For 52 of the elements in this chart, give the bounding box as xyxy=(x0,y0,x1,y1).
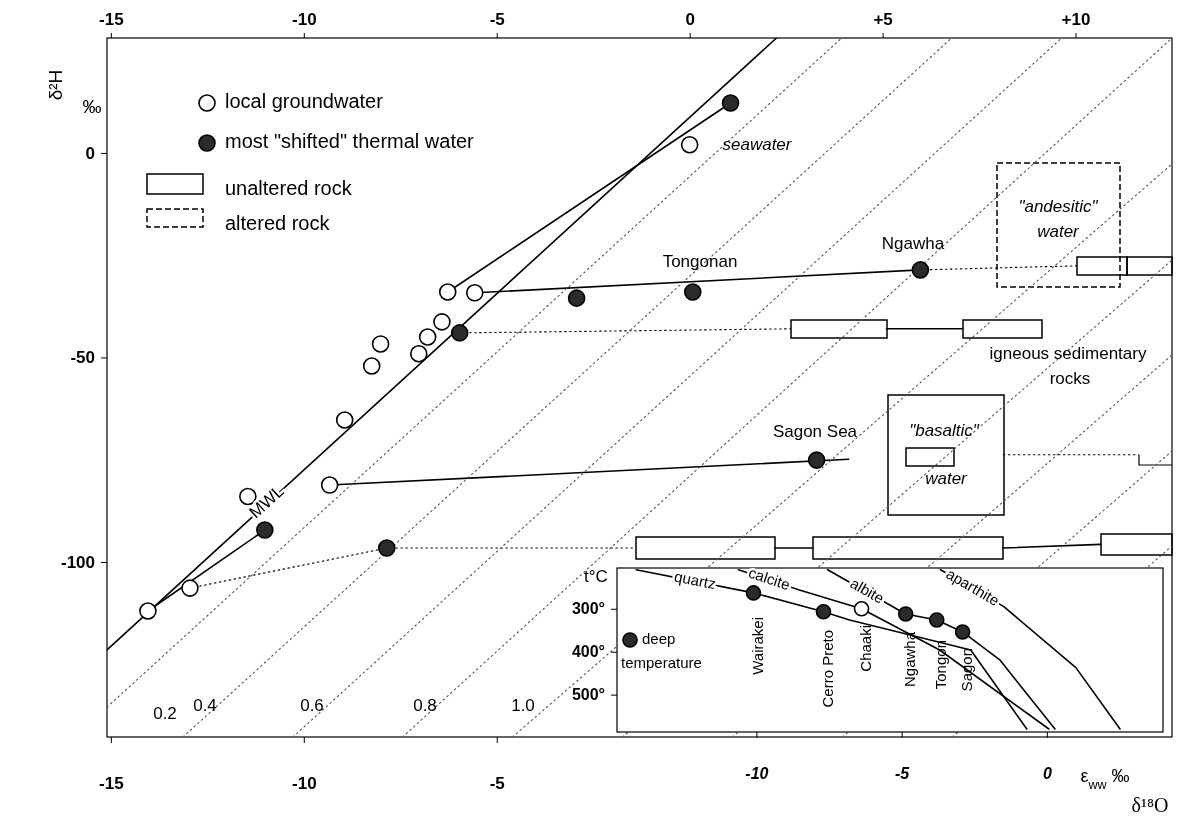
y-tick-label: 500° xyxy=(571,686,605,704)
annotation: 0.6 xyxy=(300,696,324,716)
x-tick-label: -5 xyxy=(489,774,505,794)
annotation: Ngawha xyxy=(900,631,918,688)
legend-label: local groundwater xyxy=(225,90,384,113)
annotation: "andesitic" xyxy=(1018,197,1099,217)
x-tick-label: -15 xyxy=(99,774,124,794)
x2-tick-label: -5 xyxy=(489,10,505,29)
annotation: unaltered rock xyxy=(225,177,353,200)
y-tick-label: 400° xyxy=(571,643,605,661)
x-axis-title: ε$_{ww}$ ‰ xyxy=(1080,766,1130,792)
legend-label: most "shifted" thermal water xyxy=(225,130,475,153)
y-axis-title: δ²H xyxy=(45,69,66,101)
annotation: Cerro Preto xyxy=(818,630,836,708)
x-tick-label: -10 xyxy=(292,774,317,794)
annotation: igneous sedimentary xyxy=(989,344,1147,364)
x2-tick-label: +10 xyxy=(1061,10,1091,29)
x2-tick-label: -15 xyxy=(99,10,124,29)
x-tick-label: -5 xyxy=(895,765,911,783)
text: ‰ xyxy=(82,96,102,118)
text: calcite xyxy=(746,563,793,594)
text: albite xyxy=(847,574,888,607)
y-axis-title: t°C xyxy=(584,567,608,586)
x2-tick-label: 0 xyxy=(685,10,695,29)
y-tick-label: -50 xyxy=(70,348,95,368)
x2-tick-label: +5 xyxy=(873,10,893,29)
annotation: Wairakei xyxy=(748,617,766,675)
annotation: Sagon xyxy=(957,648,975,692)
annotation: 0.2 xyxy=(153,704,177,724)
annotation: "basaltic" xyxy=(909,421,980,441)
x-tick-label: -10 xyxy=(745,765,769,783)
annotation: water xyxy=(1037,222,1081,242)
y-tick-label: 300° xyxy=(571,600,605,618)
annotation: 0.4 xyxy=(193,696,217,716)
y-tick-label: -100 xyxy=(60,552,95,572)
annotation: 1.0 xyxy=(511,696,535,716)
annotation: water xyxy=(925,469,969,489)
annotation: Tongon xyxy=(931,640,949,690)
x2-tick-label: -10 xyxy=(292,10,317,29)
annotation: altered rock xyxy=(225,212,331,235)
x-tick-label: 0 xyxy=(1042,765,1052,783)
text: quartz xyxy=(673,567,718,593)
annotation: 0.8 xyxy=(413,696,437,716)
legend-label: deep temperature xyxy=(621,629,702,671)
annotation: Chaaki xyxy=(856,625,874,672)
x-axis-title: δ¹⁸O xyxy=(1131,794,1169,816)
annotation: Tongonan xyxy=(662,252,738,272)
annotation: Sagon Sea xyxy=(772,422,858,442)
y-tick-label: 0 xyxy=(85,143,95,163)
annotation: rocks xyxy=(1049,369,1091,389)
annotation: Ngawha xyxy=(881,234,945,254)
annotation: seawater xyxy=(722,135,793,155)
